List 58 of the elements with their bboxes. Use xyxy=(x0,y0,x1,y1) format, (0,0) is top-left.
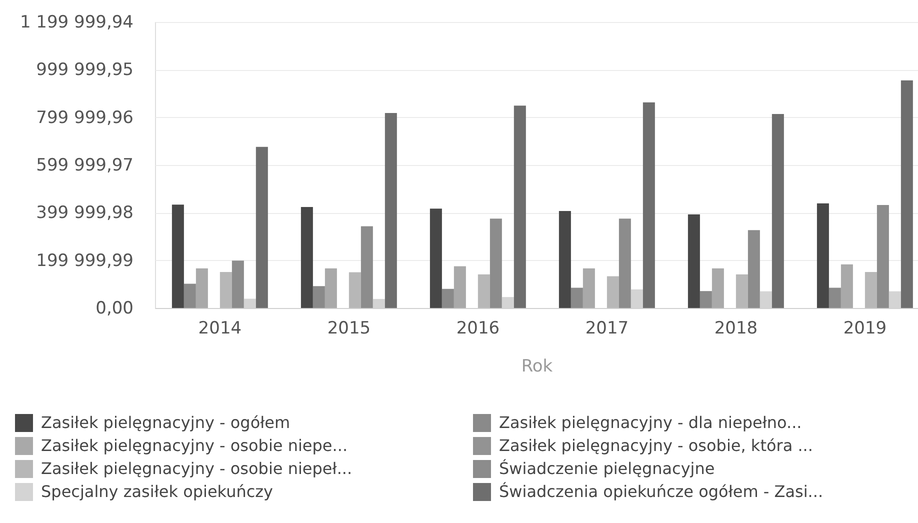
bar xyxy=(864,272,877,308)
bar xyxy=(478,274,490,308)
bar xyxy=(360,226,373,308)
bar xyxy=(900,80,913,308)
y-tick-label: 199 999,99 xyxy=(36,250,134,271)
bar xyxy=(514,106,526,308)
bar xyxy=(688,214,700,308)
bar xyxy=(840,264,853,308)
bar xyxy=(642,102,655,308)
bar xyxy=(772,114,784,308)
bar xyxy=(736,274,748,308)
bar xyxy=(828,288,841,308)
legend-label: Zasiłek pielęgnacyjny - ogółem xyxy=(41,413,290,432)
bar xyxy=(748,230,760,308)
bar xyxy=(232,260,244,308)
bar xyxy=(300,206,313,308)
bar xyxy=(324,268,337,308)
bar xyxy=(700,291,712,308)
bar xyxy=(454,266,466,308)
bar xyxy=(570,288,583,308)
y-tick-label: 799 999,96 xyxy=(36,108,134,128)
bar xyxy=(172,204,184,308)
y-tick-label: 0,00 xyxy=(96,298,134,318)
x-tick-label: 2017 xyxy=(585,318,629,338)
legend-label: Zasiłek pielęgnacyjny - dla niepełno... xyxy=(499,413,802,432)
bar xyxy=(430,208,442,308)
x-tick-label: 2019 xyxy=(843,318,887,338)
legend-label: Świadczenie pielęgnacyjne xyxy=(499,459,715,478)
x-tick-label: 2018 xyxy=(714,318,758,338)
bar xyxy=(816,203,829,308)
bar xyxy=(184,284,196,308)
bar xyxy=(582,268,595,308)
y-tick-label: 999 999,95 xyxy=(36,60,134,80)
x-tick-label: 2016 xyxy=(456,318,500,338)
bar xyxy=(606,276,619,308)
legend-label: Zasiłek pielęgnacyjny - osobie niepeł... xyxy=(41,459,352,478)
x-axis-title: Rok xyxy=(521,356,553,376)
y-tick-label: 599 999,97 xyxy=(36,156,134,176)
legend-label: Zasiłek pielęgnacyjny - osobie, która ... xyxy=(499,436,813,455)
y-tick-label: 1 199 999,94 xyxy=(20,12,134,32)
x-tick-label: 2015 xyxy=(327,318,371,338)
legend-label: Zasiłek pielęgnacyjny - osobie niepe... xyxy=(41,436,348,455)
bar xyxy=(348,272,361,308)
bar xyxy=(618,218,631,308)
bar xyxy=(490,218,502,308)
bar xyxy=(196,268,208,308)
bar xyxy=(442,288,454,308)
legend-label: Specjalny zasiłek opiekuńczy xyxy=(41,482,274,501)
y-tick-label: 399 999,98 xyxy=(36,203,134,224)
bar xyxy=(558,211,571,308)
x-tick-label: 2014 xyxy=(198,318,242,338)
bar xyxy=(712,268,724,308)
bar xyxy=(312,286,325,308)
legend-label: Świadczenia opiekuńcze ogółem - Zasi... xyxy=(499,482,824,501)
bar xyxy=(256,146,268,308)
bar xyxy=(220,272,232,308)
bar xyxy=(876,205,889,308)
bar xyxy=(384,113,397,308)
